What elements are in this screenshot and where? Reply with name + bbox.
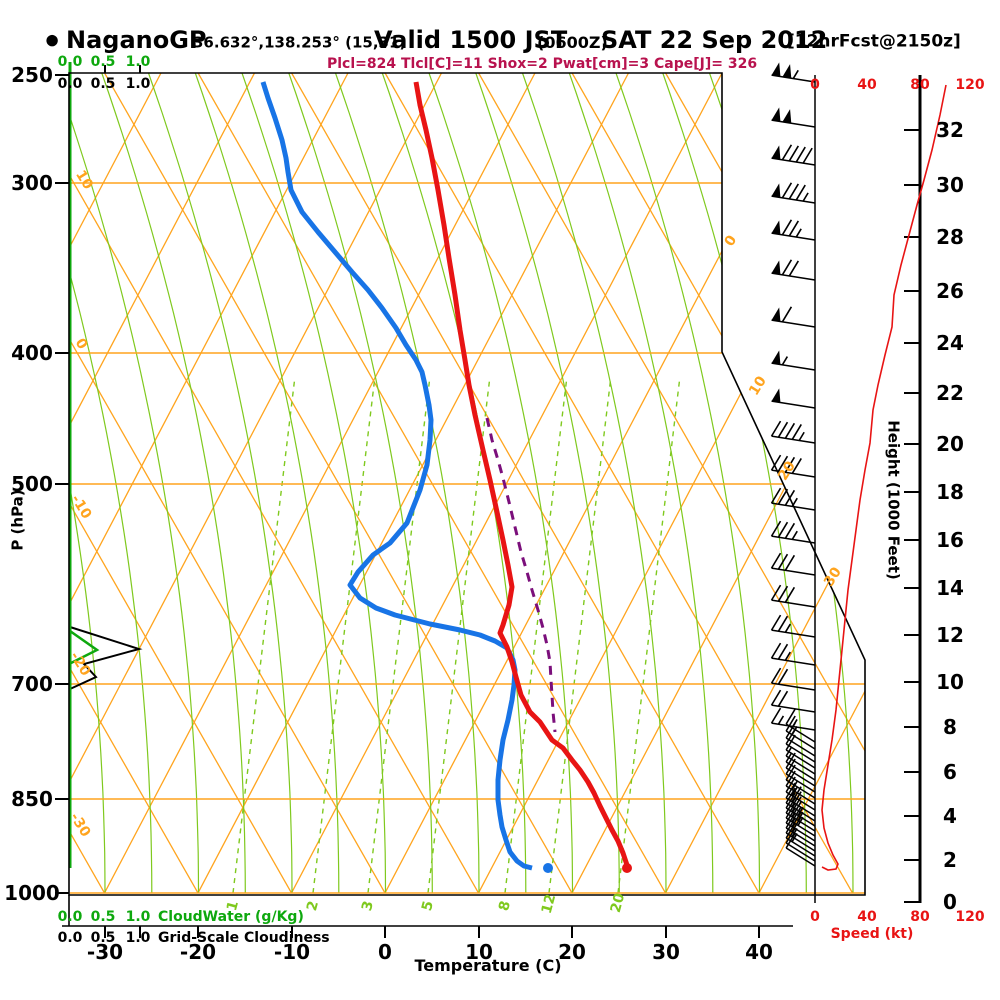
speed-tick-label-top: 80 (910, 77, 930, 93)
height-tick-label: 24 (936, 331, 964, 355)
height-tick-label: 4 (943, 804, 957, 828)
height-tick-label: 26 (936, 279, 964, 303)
station-name: NaganoGP (66, 26, 207, 54)
height-tick-label: 0 (943, 890, 957, 914)
wind-speed-profile (821, 84, 947, 871)
cloudwater-scale-bottom: 1.0 (125, 909, 151, 925)
cloudwater-scale-top: 0.5 (90, 54, 116, 70)
cloudwater-scale-bottom: 0.0 (57, 909, 83, 925)
grid-layer (69, 73, 865, 894)
height-axis-title: Height (1000 Feet) (884, 420, 903, 580)
speed-axis-title: Speed (kt) (830, 926, 914, 942)
cloudwater-scale-top: 1.0 (125, 54, 151, 70)
surface-dewpoint-dot (543, 863, 553, 873)
speed-tick-label-top: 0 (810, 77, 820, 93)
pressure-tick-label: 500 (11, 472, 53, 496)
height-tick-label: 10 (936, 670, 964, 694)
forecast-tag: [12hrFcst@2150z] (787, 31, 961, 52)
height-tick-label: 14 (936, 576, 964, 600)
height-tick-label: 12 (936, 623, 964, 647)
valid-time-zulu: (0600Z) (537, 33, 608, 52)
cloudiness-scale-top: 1.0 (125, 76, 151, 92)
temperature-tick-label: -10 (273, 940, 311, 964)
height-tick-label: 20 (936, 432, 964, 456)
cloudiness-scale-bottom: 0.0 (57, 930, 83, 946)
surface-temperature-dot (622, 863, 632, 873)
temperature-tick-label: -30 (86, 940, 124, 964)
speed-tick-label-bottom: 40 (857, 909, 877, 925)
pressure-tick-label: 300 (11, 171, 53, 195)
height-tick-label: 22 (936, 381, 964, 405)
pressure-tick-label: 400 (11, 341, 53, 365)
temperature-tick-label: 0 (378, 940, 392, 964)
cloudiness-scale-top: 0.5 (90, 76, 116, 92)
cloudwater-profile (69, 629, 100, 665)
valid-date: SAT 22 Sep 2012 (601, 26, 828, 54)
speed-tick-label-bottom: 80 (910, 909, 930, 925)
dewpoint-curve (260, 81, 533, 871)
cloudiness-scale-top: 0.0 (57, 76, 83, 92)
cloudiness-scale-bottom: 1.0 (125, 930, 151, 946)
station-coordinates: 36.632°,138.253° (15,31) (193, 33, 407, 52)
cloudwater-scale-bottom: 0.5 (90, 909, 116, 925)
speed-tick-label-bottom: 0 (810, 909, 820, 925)
speed-tick-label-top: 120 (955, 77, 985, 93)
height-tick-label: 30 (936, 173, 964, 197)
cloudwater-scale-caption: CloudWater (g/Kg) (158, 909, 304, 925)
height-tick-label: 16 (936, 528, 964, 552)
cloudiness-scale-caption: Grid-Scale Cloudiness (158, 930, 330, 946)
cloudiness-scale-bottom: 0.5 (90, 930, 116, 946)
valid-time-label: Valid 1500 JST (374, 26, 568, 54)
temperature-tick-label: 20 (558, 940, 586, 964)
temperature-tick-label: -20 (179, 940, 217, 964)
wind-barbs-layer (770, 62, 816, 867)
station-bullet-icon: ● (45, 30, 59, 49)
temperature-tick-label: 10 (465, 940, 493, 964)
temperature-axis-title: Temperature (C) (414, 956, 562, 975)
temperature-tick-label: 40 (745, 940, 773, 964)
pressure-tick-label: 850 (11, 787, 53, 811)
height-tick-label: 28 (936, 225, 964, 249)
temperature-curve (413, 81, 630, 866)
stability-parameters-line: Plcl=824 Tlcl[C]=11 Shox=2 Pwat[cm]=3 Ca… (327, 56, 758, 72)
height-tick-label: 6 (943, 760, 957, 784)
parcel-ascent-curve (485, 417, 557, 733)
height-tick-label: 8 (943, 715, 957, 739)
height-tick-label: 32 (936, 118, 964, 142)
pressure-axis-title: P (hPa) (8, 489, 27, 551)
speed-tick-label-top: 40 (857, 77, 877, 93)
grid-scale-cloudiness-profile (69, 626, 143, 690)
pressure-tick-label: 250 (11, 63, 53, 87)
pressure-tick-label: 700 (11, 672, 53, 696)
pressure-tick-label: 1000 (4, 881, 60, 905)
temperature-tick-label: 30 (652, 940, 680, 964)
speed-tick-label-bottom: 120 (955, 909, 985, 925)
height-tick-label: 18 (936, 480, 964, 504)
cloudwater-scale-top: 0.0 (57, 54, 83, 70)
height-tick-label: 2 (943, 848, 957, 872)
